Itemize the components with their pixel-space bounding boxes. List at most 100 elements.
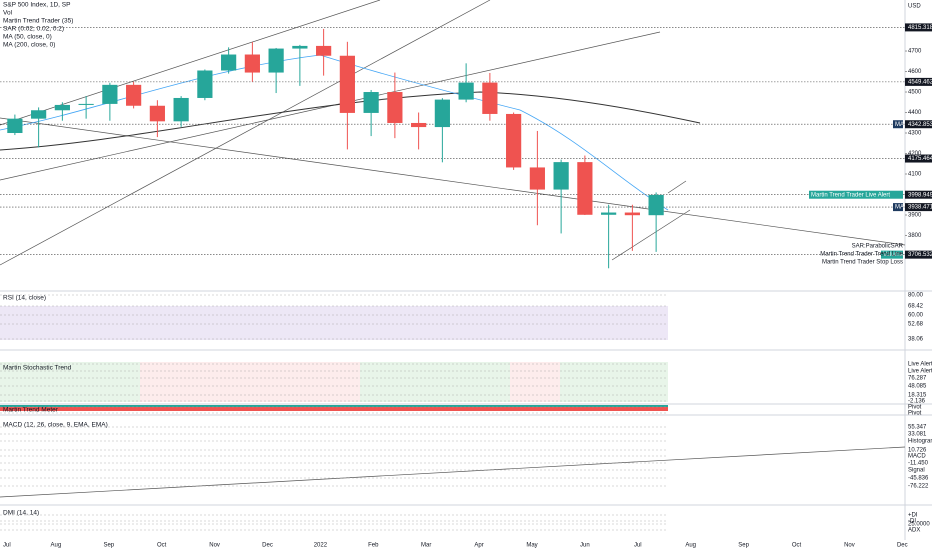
candle-body [411,122,427,128]
trend-meter [0,405,668,411]
currency: USD [908,4,921,10]
panel-label: Live Alert [908,369,932,375]
y-tick-label: 4400 [908,110,922,116]
candle-body [577,162,593,215]
panel-title: Martin Trend Meter [3,407,59,414]
panel-label: 33.081 [908,432,927,438]
panel-label: Histogram [908,439,932,445]
tag-badge [893,120,903,129]
panel-label: -2.136 [908,399,926,405]
x-tick-label: Sep [103,543,114,549]
panel-label: -DI [908,519,916,525]
rsi-band [0,306,668,340]
candle-body [149,105,165,122]
price-label: 3938.471 [908,205,932,211]
tag-label: Martin Trend Trader Trend Line [820,252,903,258]
panel-label: 10.726 [908,448,927,454]
price-label: 3998.949 [908,192,932,198]
price-label: 4175.464 [908,156,932,162]
panel-label: -45.836 [908,476,929,482]
candle-body [482,82,498,114]
price-label: 4815.318 [908,25,932,31]
panel-label: 25.0000 [908,522,930,528]
candle-body [553,162,569,190]
tag-label: Martin Trend Trader Stop Loss [822,260,903,266]
candle-body [268,48,284,73]
candle-body [54,104,70,111]
price-badge [905,23,932,32]
candle-body [126,84,142,106]
stoch-band-up [0,362,140,402]
y-tick-label: 4600 [908,69,922,75]
tag-label: MA [895,205,904,211]
x-tick-label: Mar [421,543,431,549]
stoch-band-up [560,362,668,402]
trend-meter [0,405,668,407]
y-tick-label: 3800 [908,233,922,239]
x-tick-label: Aug [51,543,62,549]
panel-label: 38.06 [908,337,924,343]
tag-badge [881,250,903,259]
legend-line: MA (50, close, 0) [3,34,52,41]
candle-body [316,45,332,56]
panel-label: Signal [908,468,925,474]
panel-title: DMI (14, 14) [3,510,39,517]
price-label: 4549.462 [908,79,932,85]
tag-badge [893,203,903,212]
candle-body [244,54,260,73]
x-tick-label: 2022 [314,543,328,549]
x-tick-label: Nov [209,543,220,549]
price-label: 3706.532 [908,252,932,258]
candle-body [363,92,379,113]
y-tick-label: 4300 [908,131,922,137]
y-tick-label: 3900 [908,213,922,219]
candle-body [221,54,237,71]
chart-title: S&P 500 Index, 1D, SP [3,2,70,9]
candle-body [292,45,308,49]
candle-body [387,92,403,123]
candle-body [78,103,94,105]
panel-label: MACD [908,454,926,460]
x-tick-label: Aug [685,543,696,549]
panel-label: Pivot [908,411,922,417]
panel-label: 48.085 [908,384,927,390]
y-tick-label: 4700 [908,49,922,55]
panel-label: 52.68 [908,322,924,328]
panel-label: -76.222 [908,484,929,490]
legend-line: MA (200, close, 0) [3,42,55,49]
x-tick-label: Oct [792,543,802,549]
panel-label: -11.450 [908,461,929,467]
x-tick-label: Sep [738,543,749,549]
panel-label: ADX [908,528,920,534]
price-badge [905,250,932,259]
x-tick-label: Nov [844,543,855,549]
panel-title: MACD (12, 26, close, 9, EMA, EMA) [3,422,108,429]
legend-line: Vol [3,10,13,17]
y-tick-label: 4500 [908,90,922,96]
candle-body [529,167,545,190]
price-badge [905,203,932,212]
price-badge [905,120,932,129]
panel-label: +DI [908,513,918,519]
x-tick-label: Feb [368,543,379,549]
panel-label: 60.00 [908,313,924,319]
candle-body [173,97,189,122]
panel-label: 76.287 [908,376,927,382]
x-tick-label: Apr [474,543,483,549]
candle-body [31,110,47,119]
candle-body [197,70,213,98]
candle-body [434,99,450,128]
legend-line: Martin Trend Trader (35) [3,18,73,25]
panel-label: Live Alert [908,362,932,368]
panel-title: Martin Stochastic Trend [3,365,72,372]
candle-body [601,212,617,215]
x-tick-label: Jun [580,543,590,549]
x-tick-label: Dec [897,543,908,549]
tag-label: Martin Trend Trader Live Alert [811,192,890,198]
ma-200 [0,91,701,151]
price-label: 4342.853 [908,122,932,128]
candle-body [339,55,355,113]
panel-label: 18.315 [908,393,927,399]
x-tick-label: Jul [3,543,11,549]
